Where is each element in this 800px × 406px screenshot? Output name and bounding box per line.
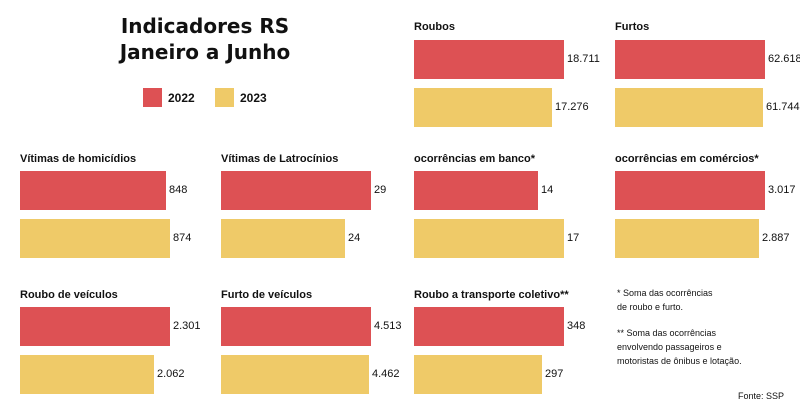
legend-swatch-2022: [143, 88, 162, 107]
bar-value-label: 62.618: [768, 53, 800, 65]
bar-value-label: 874: [173, 232, 192, 244]
bar-value-label: 2.887: [762, 232, 790, 244]
legend-label-2022: 2022: [168, 91, 195, 105]
bar-value-label: 2.301: [173, 320, 201, 332]
bar-value-label: 297: [545, 368, 564, 380]
bar-2022: [221, 171, 371, 210]
bar-2023: [221, 219, 345, 258]
bar-value-label: 61.744: [766, 101, 800, 113]
bar-2023: [221, 355, 369, 394]
bar-value-label: 17: [567, 232, 580, 244]
bar-2022: [414, 307, 564, 346]
bar-2022: [414, 40, 564, 79]
panel-title: ocorrências em comércios*: [615, 153, 759, 165]
chart-main-subtitle: Janeiro a Junho: [119, 40, 291, 64]
bar-2023: [20, 355, 154, 394]
bar-2023: [414, 219, 564, 258]
bar-value-label: 4.513: [374, 320, 402, 332]
footnote-line: ** Soma das ocorrências: [617, 328, 717, 338]
bar-value-label: 17.276: [555, 101, 589, 113]
bar-value-label: 348: [567, 320, 586, 332]
panel-title: Roubos: [414, 21, 455, 33]
bar-2023: [615, 88, 763, 127]
footnote-double-asterisk: ** Soma das ocorrências envolvendo passa…: [617, 326, 742, 368]
panel-title: ocorrências em banco*: [414, 153, 536, 165]
bar-value-label: 29: [374, 184, 387, 196]
legend-label-2023: 2023: [240, 91, 267, 105]
panel-title: Vítimas de Latrocínios: [221, 153, 339, 165]
bar-2022: [20, 307, 170, 346]
bar-2023: [20, 219, 170, 258]
bar-2023: [414, 355, 542, 394]
footnote-line: envolvendo passageiros e: [617, 342, 722, 352]
panel-title: Furtos: [615, 21, 650, 33]
panel-title: Roubo a transporte coletivo**: [414, 289, 569, 301]
bar-2023: [615, 219, 759, 258]
bar-2023: [414, 88, 552, 127]
bar-value-label: 18.711: [567, 53, 600, 65]
source-credit: Fonte: SSP: [738, 391, 785, 401]
bar-value-label: 24: [348, 232, 361, 244]
bar-2022: [221, 307, 371, 346]
bar-2022: [20, 171, 166, 210]
footnote-line: motoristas de ônibus e lotação.: [617, 356, 742, 366]
panel-title: Vítimas de homicídios: [20, 153, 137, 165]
legend-swatch-2023: [215, 88, 234, 107]
bar-2022: [615, 171, 765, 210]
footnote-line: * Soma das ocorrências: [617, 288, 713, 298]
bar-value-label: 2.062: [157, 368, 185, 380]
bar-value-label: 4.462: [372, 368, 400, 380]
bar-value-label: 848: [169, 184, 188, 196]
panel-title: Roubo de veículos: [20, 289, 118, 301]
bar-2022: [414, 171, 538, 210]
chart-main-title: Indicadores RS: [120, 14, 290, 38]
bar-value-label: 14: [541, 184, 554, 196]
panel-title: Furto de veículos: [221, 289, 313, 301]
footnote-single-asterisk: * Soma das ocorrências de roubo e furto.: [617, 286, 713, 314]
bar-2022: [615, 40, 765, 79]
bar-value-label: 3.017: [768, 184, 796, 196]
footnote-line: de roubo e furto.: [617, 302, 684, 312]
